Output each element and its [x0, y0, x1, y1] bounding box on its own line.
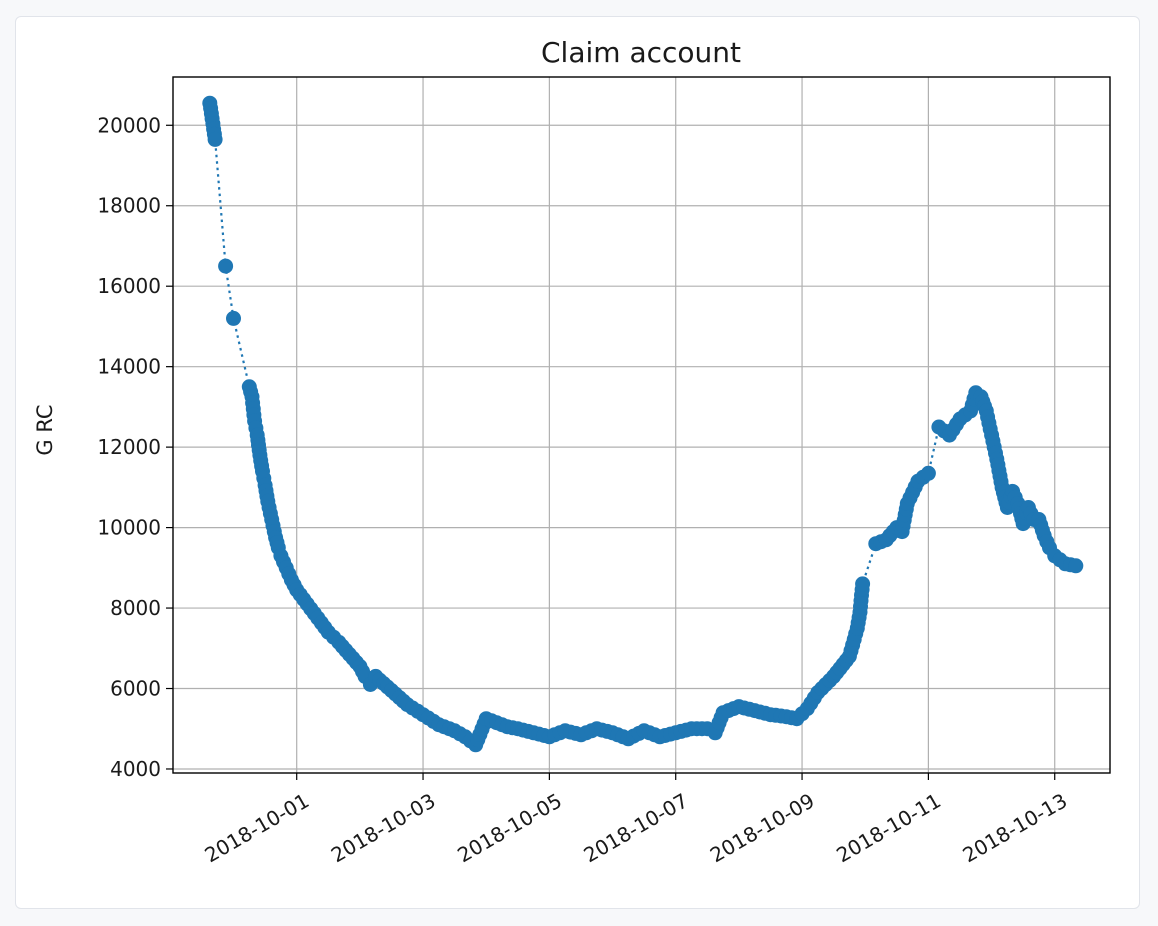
x-tick-label: 2018-10-09	[706, 788, 819, 867]
chart-card	[15, 16, 1140, 909]
x-tick-label: 2018-10-01	[201, 788, 314, 867]
y-axis-label: G RC	[33, 404, 57, 455]
data-point	[218, 258, 234, 274]
y-tick-label: 6000	[110, 677, 161, 701]
y-tick-label: 8000	[110, 596, 161, 620]
grid-lines	[173, 77, 1110, 773]
y-tick-label: 10000	[97, 516, 161, 540]
y-tick-label: 16000	[97, 274, 161, 298]
y-tick-label: 20000	[97, 113, 161, 137]
y-tick-label: 12000	[97, 435, 161, 459]
plot-area-frame	[172, 76, 1111, 774]
x-tick-label: 2018-10-13	[959, 788, 1072, 867]
data-point	[855, 576, 871, 592]
x-tick-label: 2018-10-11	[832, 788, 945, 867]
y-tick-label: 4000	[110, 757, 161, 781]
y-tick-label: 14000	[97, 355, 161, 379]
x-tick-label: 2018-10-07	[580, 788, 693, 867]
data-point	[226, 310, 241, 326]
y-tick-label: 18000	[97, 194, 161, 218]
axis-ticks: 2018-10-01 2018-10-03 2018-10-05 2018-10-07…	[97, 113, 1071, 867]
data-point	[1068, 558, 1084, 574]
chart-title: Claim account	[541, 36, 741, 69]
series-layer	[202, 95, 1084, 753]
data-point	[207, 131, 223, 147]
x-tick-label: 2018-10-03	[327, 788, 440, 867]
data-point	[920, 465, 936, 481]
x-tick-label: 2018-10-05	[453, 788, 566, 867]
